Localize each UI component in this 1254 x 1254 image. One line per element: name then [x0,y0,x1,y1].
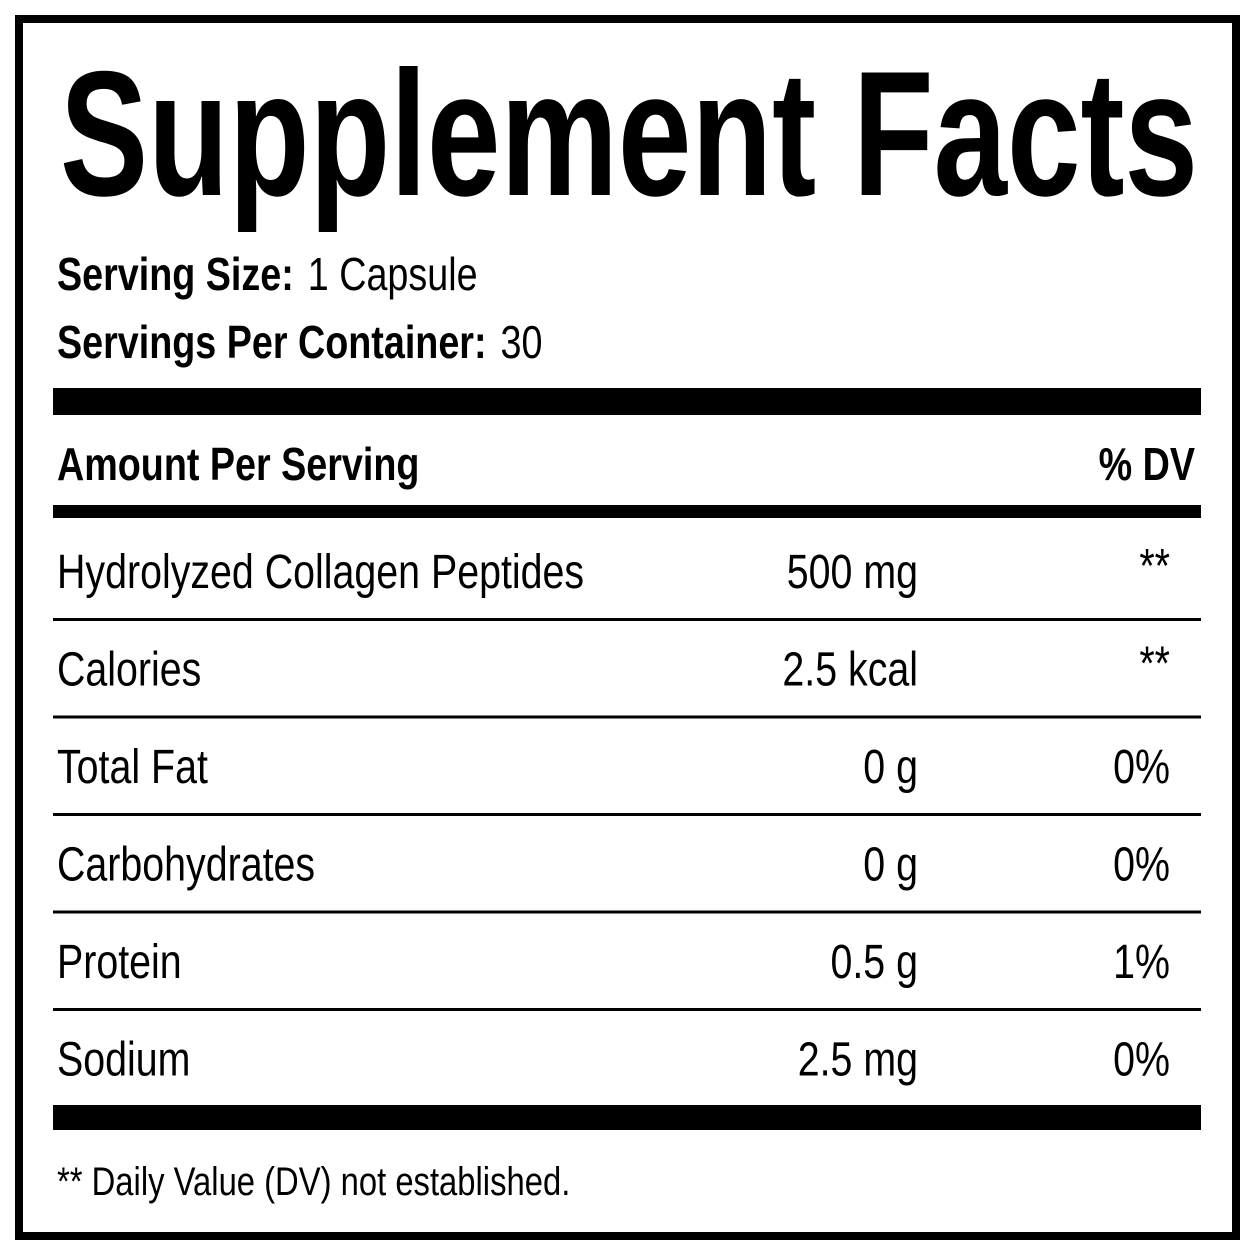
daily-value: 1% [1113,935,1170,989]
serving-label: Servings Per Container: [57,316,487,367]
nutrient-amount: 2.5 mg [798,1033,918,1087]
thick-rule [53,1105,1201,1130]
serving-value: 30 [501,316,543,367]
nutrient-amount: 0 g [863,740,918,794]
nutrient-name: Carbohydrates [57,838,315,892]
outer-border [15,15,1240,1240]
daily-value: ** [1139,637,1170,691]
serving-value: 1 Capsule [308,248,478,299]
nutrient-amount: 0 g [863,838,918,892]
nutrient-amount: 0.5 g [830,935,918,989]
nutrient-name: Calories [57,643,201,697]
daily-value: ** [1139,539,1170,593]
nutrient-name: Protein [57,935,182,989]
thick-rule [53,388,1201,415]
nutrient-name: Hydrolyzed Collagen Peptides [57,545,584,599]
nutrient-name: Total Fat [57,740,208,794]
column-header: % DV [1099,438,1195,489]
nutrient-amount: 500 mg [787,545,918,599]
daily-value: 0% [1113,838,1170,892]
serving-label: Serving Size: [57,248,294,299]
nutrient-name: Sodium [57,1033,190,1087]
nutrient-amount: 2.5 kcal [782,643,918,697]
footnote: ** Daily Value (DV) not established. [57,1159,570,1204]
medium-rule [53,505,1201,518]
daily-value: 0% [1113,740,1170,794]
daily-value: 0% [1113,1033,1170,1087]
title: Supplement Facts [60,34,1198,233]
column-header: Amount Per Serving [57,438,419,489]
